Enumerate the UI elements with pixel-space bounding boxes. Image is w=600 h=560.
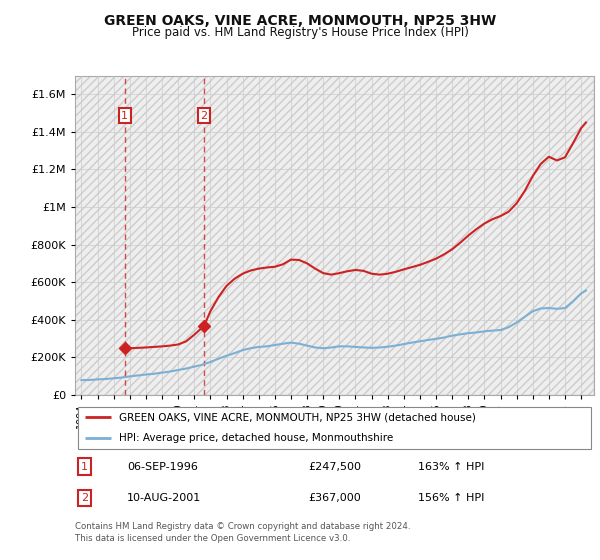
Text: GREEN OAKS, VINE ACRE, MONMOUTH, NP25 3HW: GREEN OAKS, VINE ACRE, MONMOUTH, NP25 3H… [104, 14, 496, 28]
Text: 156% ↑ HPI: 156% ↑ HPI [418, 493, 484, 503]
Text: 1: 1 [81, 461, 88, 472]
Text: £367,000: £367,000 [308, 493, 361, 503]
Text: 2: 2 [200, 110, 208, 120]
Bar [75, 76, 594, 395]
Text: £247,500: £247,500 [308, 461, 362, 472]
Text: 1: 1 [121, 110, 128, 120]
Text: 2: 2 [81, 493, 88, 503]
Bar [75, 76, 594, 395]
Text: Price paid vs. HM Land Registry's House Price Index (HPI): Price paid vs. HM Land Registry's House … [131, 26, 469, 39]
Text: Contains HM Land Registry data © Crown copyright and database right 2024.
This d: Contains HM Land Registry data © Crown c… [75, 522, 410, 543]
Text: 163% ↑ HPI: 163% ↑ HPI [418, 461, 484, 472]
Text: HPI: Average price, detached house, Monmouthshire: HPI: Average price, detached house, Monm… [119, 433, 394, 444]
Text: GREEN OAKS, VINE ACRE, MONMOUTH, NP25 3HW (detached house): GREEN OAKS, VINE ACRE, MONMOUTH, NP25 3H… [119, 412, 476, 422]
Text: 06-SEP-1996: 06-SEP-1996 [127, 461, 198, 472]
Text: 10-AUG-2001: 10-AUG-2001 [127, 493, 201, 503]
FancyBboxPatch shape [77, 407, 592, 449]
